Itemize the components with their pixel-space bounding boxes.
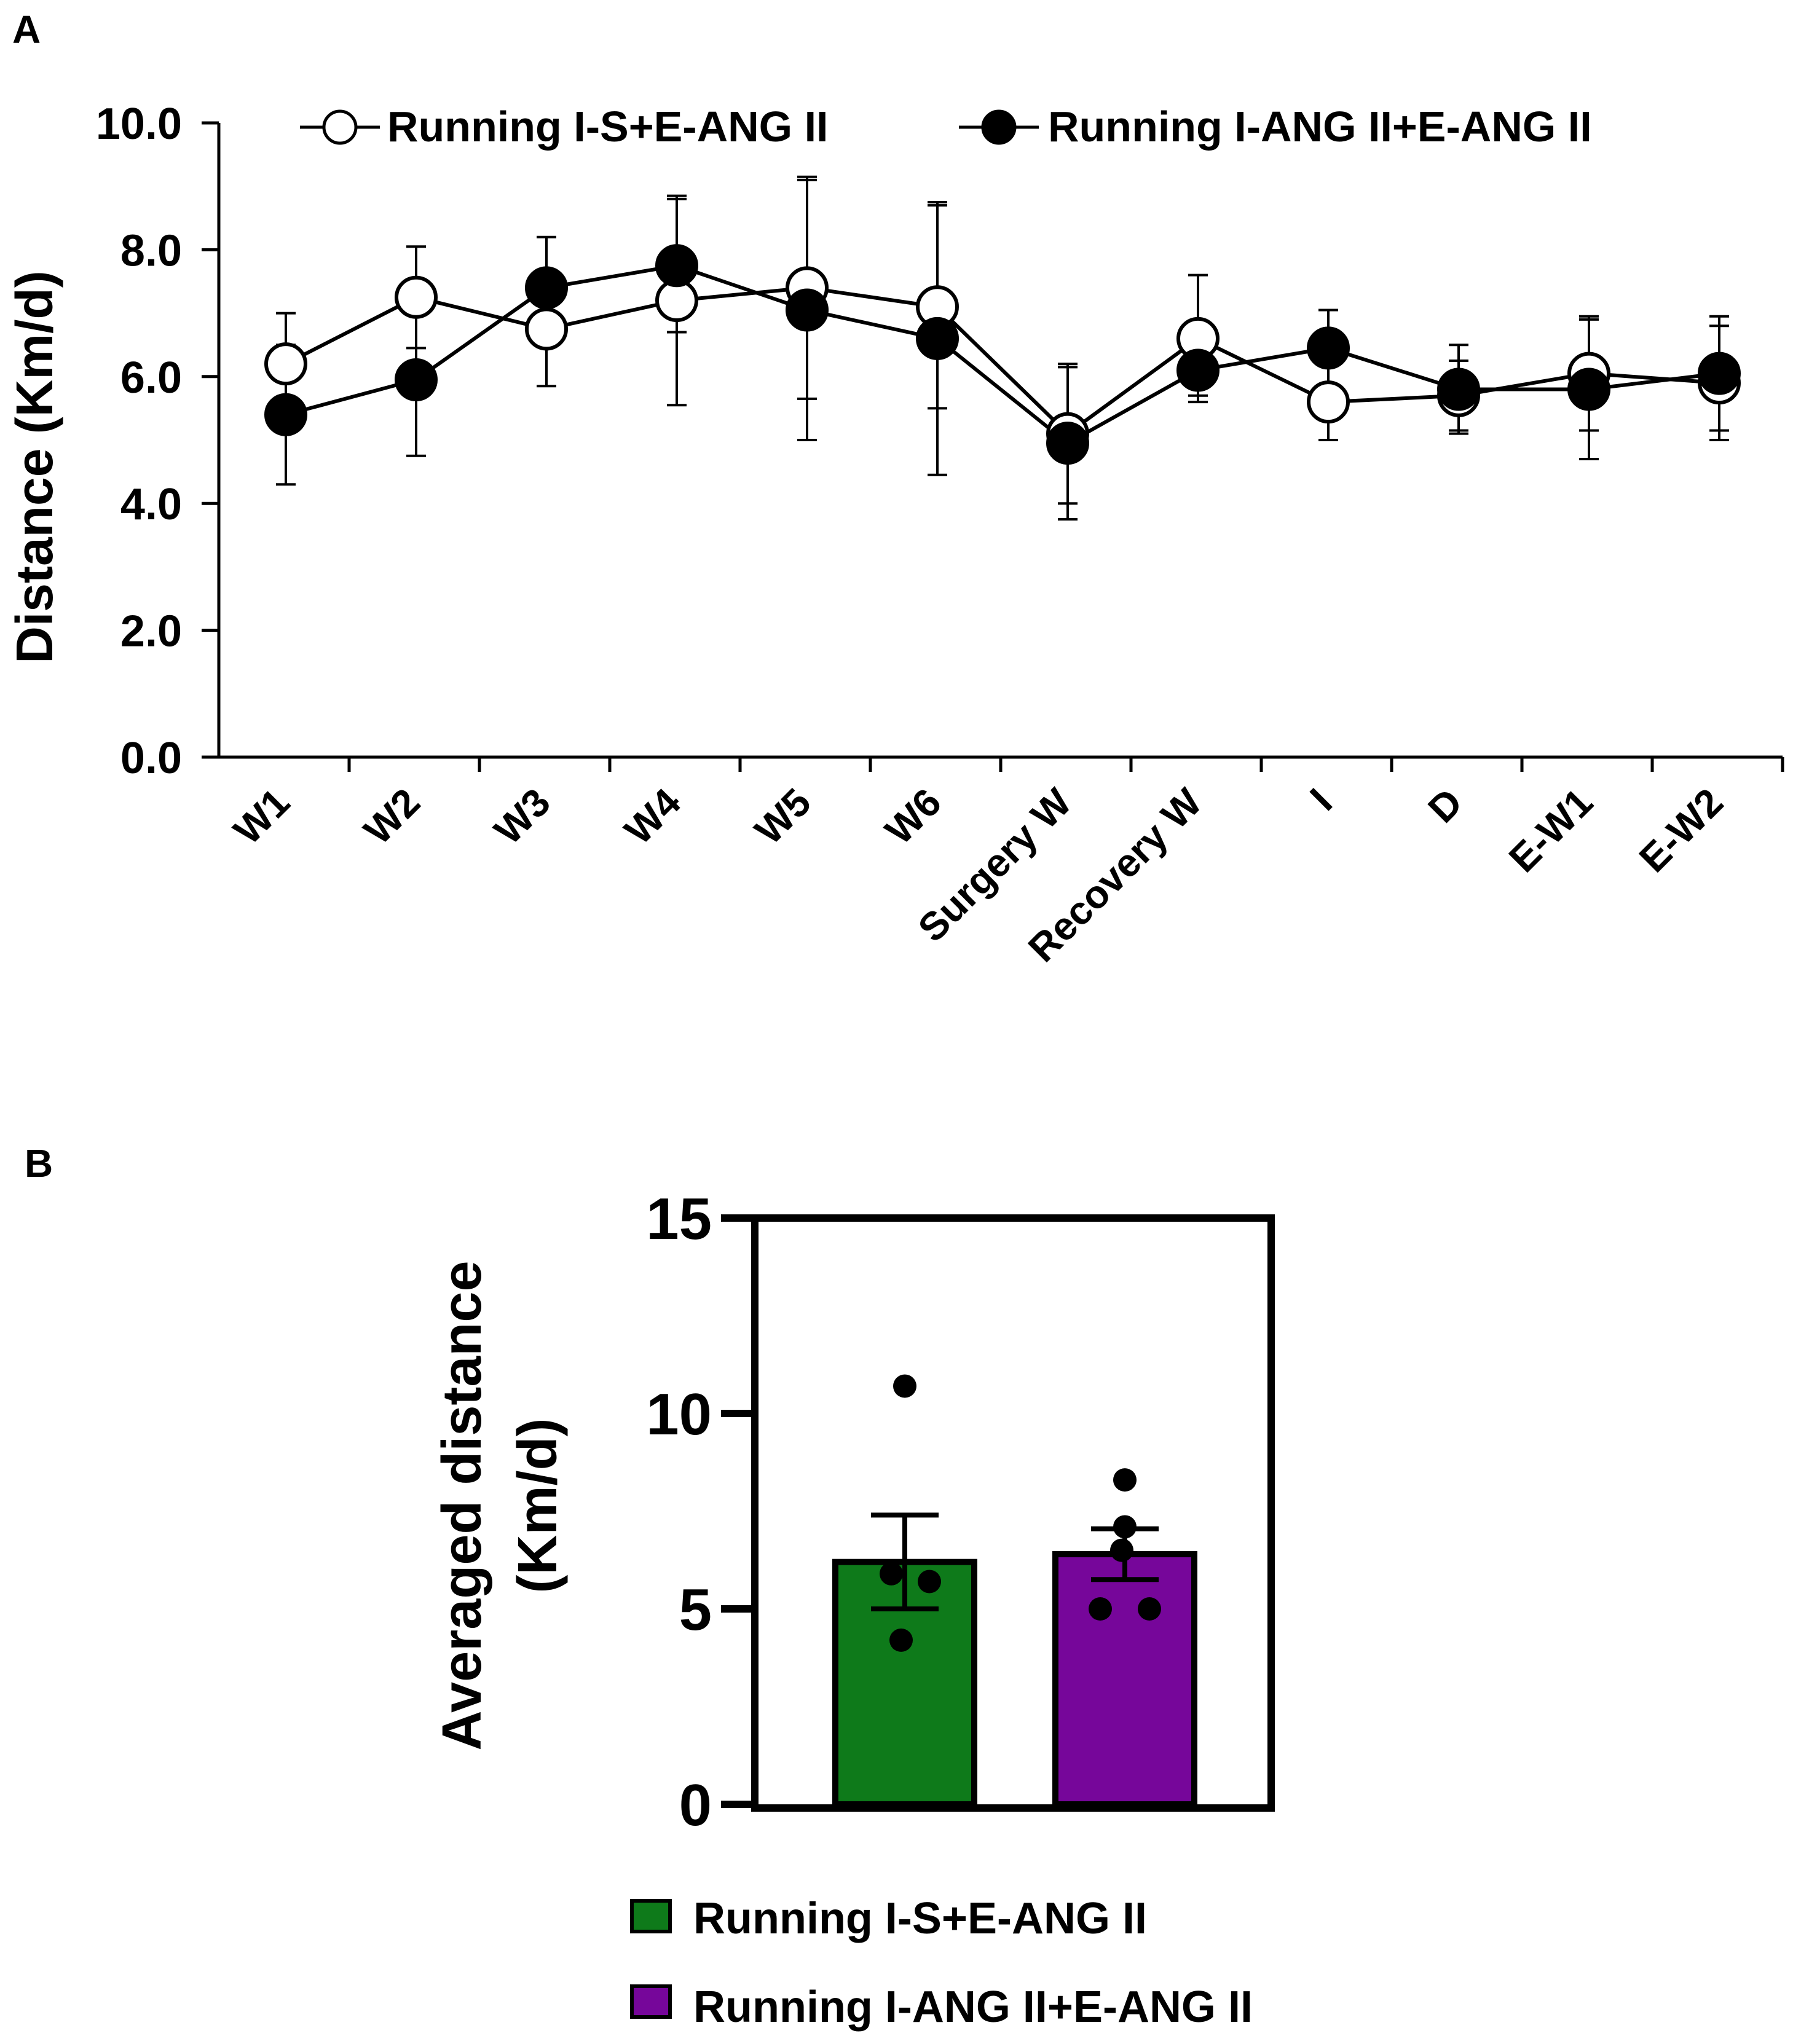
- line-chart-panel-a: 0.02.04.06.08.010.0 W1 W2 W3 W4 W5 W6Surgery …: [6, 100, 1784, 970]
- data-point-filled-circle: [655, 244, 698, 288]
- series-line-filled-circle: [285, 264, 1720, 446]
- x-tick-label-a: E-W2: [1631, 780, 1732, 881]
- data-point-filled-circle: [916, 316, 959, 360]
- individual-point-b: [1113, 1515, 1137, 1539]
- individual-point-b: [918, 1570, 941, 1594]
- y-tick-label-b: 0: [679, 1772, 712, 1838]
- data-point-open-circle: [395, 275, 438, 319]
- data-point-filled-circle: [395, 358, 438, 401]
- series-line-open-circle: [285, 286, 1720, 436]
- data-point-filled-circle: [1307, 326, 1350, 370]
- x-tick-label-a: W6: [877, 780, 950, 853]
- panel-b-label: B: [25, 1141, 53, 1185]
- y-axis-label-a: Distance (Km/d): [6, 270, 63, 663]
- data-point-filled-circle: [1437, 368, 1480, 411]
- legend-item-b-ang: Running I-ANG II+E-ANG II: [630, 1983, 1253, 2032]
- legend-a: Running I-S+E-ANG II Running I-ANG II+E-…: [300, 103, 1592, 151]
- legend-label-s: Running I-S+E-ANG II: [387, 103, 828, 151]
- x-tick-label-a: W1: [225, 780, 298, 853]
- y-tick-label-a: 10.0: [96, 100, 182, 149]
- bars-b: [832, 1512, 1197, 1807]
- legend-item-s: Running I-S+E-ANG II: [300, 103, 828, 151]
- data-point-filled-circle: [1176, 348, 1220, 392]
- x-tick-label-a: I: [1301, 780, 1340, 819]
- individual-point-b: [880, 1562, 903, 1586]
- data-point-filled-circle: [1046, 422, 1089, 465]
- individual-point-b: [1089, 1597, 1112, 1621]
- data-point-open-circle: [525, 307, 568, 351]
- data-point-filled-circle: [1567, 368, 1610, 411]
- data-point-open-circle: [264, 342, 307, 386]
- legend-b: Running I-S+E-ANG II Running I-ANG II+E-…: [630, 1894, 1253, 2032]
- legend-swatch-green: [630, 1899, 672, 1933]
- data-point-open-circle: [1307, 380, 1350, 424]
- data-point-filled-circle: [786, 288, 829, 332]
- y-tick-label-b: 5: [679, 1577, 712, 1643]
- individual-point-b: [889, 1628, 913, 1652]
- x-tick-label-a: E-W1: [1500, 780, 1601, 881]
- x-tick-label-a: W5: [746, 780, 819, 853]
- y-axis-ticks-a: 0.0 2.0 4.0 6.0 8.0 10.0: [96, 100, 219, 783]
- panel-a-label: A: [12, 7, 41, 52]
- individual-point-b: [893, 1374, 916, 1398]
- legend-marker-filled-circle: [981, 109, 1017, 145]
- legend-marker-open-circle: [322, 109, 358, 145]
- legend-item-b-s: Running I-S+E-ANG II: [630, 1894, 1147, 1943]
- legend-item-ang: Running I-ANG II+E-ANG II: [959, 103, 1592, 151]
- bar-chart-panel-b: 0 5 10 15 Averaged distance (Km/d) Running …: [432, 1186, 1275, 2032]
- points-b: [880, 1374, 1161, 1652]
- y-axis-label-b-line1: Averaged distance: [432, 1261, 493, 1751]
- y-axis-ticks-b: 0 5 10 15: [646, 1186, 755, 1838]
- individual-point-b: [1138, 1597, 1161, 1621]
- y-tick-label-a: 8.0: [120, 226, 182, 275]
- data-point-filled-circle: [525, 266, 568, 310]
- data-point-filled-circle: [264, 393, 307, 436]
- bar-purple: [1052, 1551, 1197, 1807]
- x-tick-label-a: W3: [486, 780, 559, 853]
- y-tick-label-b: 15: [646, 1186, 712, 1252]
- y-tick-label-b: 10: [646, 1382, 712, 1447]
- individual-point-b: [1113, 1468, 1137, 1492]
- x-tick-label-a: D: [1419, 780, 1471, 831]
- y-axis-label-b-line2: (Km/d): [507, 1418, 569, 1594]
- series-group-a: [264, 175, 1741, 521]
- x-tick-label-a: W2: [355, 780, 428, 853]
- y-tick-label-a: 4.0: [120, 480, 182, 529]
- y-tick-label-a: 0.0: [120, 734, 182, 783]
- legend-label-b-ang: Running I-ANG II+E-ANG II: [693, 1983, 1253, 2032]
- legend-label-ang: Running I-ANG II+E-ANG II: [1048, 103, 1592, 151]
- legend-label-b-s: Running I-S+E-ANG II: [693, 1894, 1147, 1943]
- data-point-filled-circle: [1698, 352, 1741, 395]
- y-tick-label-a: 6.0: [120, 353, 182, 403]
- y-tick-label-a: 2.0: [120, 607, 182, 656]
- legend-swatch-purple: [630, 1984, 672, 2019]
- plot-frame-b: [751, 1214, 1275, 1812]
- individual-point-b: [1110, 1538, 1133, 1562]
- x-tick-label-a: W4: [616, 780, 689, 853]
